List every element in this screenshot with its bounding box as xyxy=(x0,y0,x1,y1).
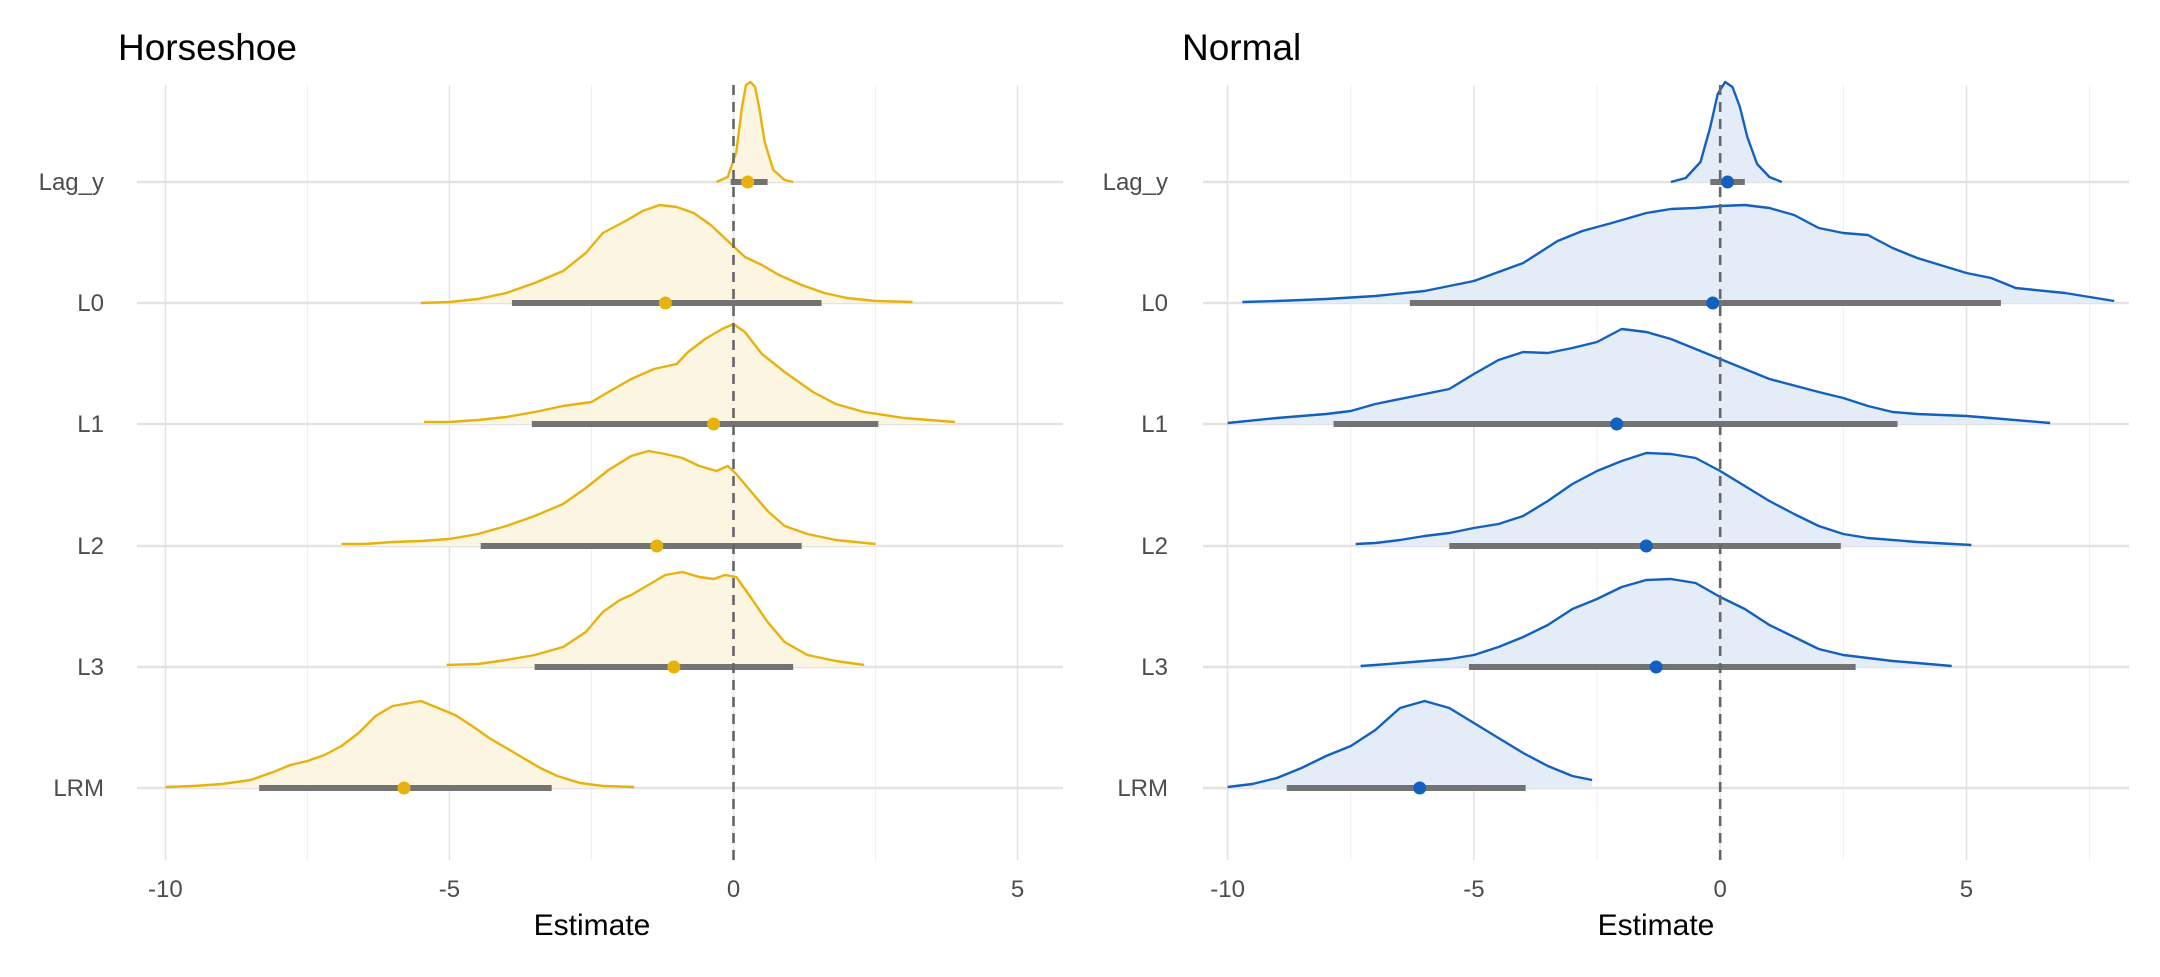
point-estimate xyxy=(1610,417,1624,431)
y-tick-label: LRM xyxy=(1117,775,1168,802)
y-tick-label: L3 xyxy=(77,654,104,681)
x-tick-label: -10 xyxy=(148,876,183,903)
point-estimate xyxy=(658,296,672,310)
density-fill xyxy=(1227,701,1593,788)
density-curve xyxy=(423,322,956,424)
y-tick-label: L0 xyxy=(1141,290,1168,317)
ridge-lrm xyxy=(165,699,635,795)
ridge-lag-y xyxy=(1670,80,1783,189)
density-curve xyxy=(341,449,876,546)
ridge-l2 xyxy=(341,449,876,553)
ridge-lag-y xyxy=(716,80,794,189)
x-tick-label: -10 xyxy=(1210,876,1245,903)
ridge-l0 xyxy=(420,203,913,310)
y-tick-label: L2 xyxy=(1141,533,1168,560)
density-fill xyxy=(165,701,635,788)
density-fill xyxy=(1360,579,1952,667)
density-fill xyxy=(446,572,865,667)
y-tick-label: Lag_y xyxy=(39,169,104,196)
panel-horseshoe: Lag_y L0 L1 L2 L3 LRM -10 -5 0 5 Estimate Horseshoe xyxy=(39,27,1063,942)
y-tick-label: L1 xyxy=(1141,411,1168,438)
x-tick-label: 5 xyxy=(1011,876,1024,903)
x-tick-label: 0 xyxy=(1714,876,1727,903)
x-axis-title: Estimate xyxy=(1598,909,1715,942)
point-estimate xyxy=(1649,660,1663,674)
density-fill xyxy=(716,82,794,182)
point-estimate xyxy=(667,660,681,674)
point-estimate xyxy=(707,417,721,431)
density-fill xyxy=(1355,453,1972,546)
density-curve xyxy=(1670,80,1783,184)
density-fill xyxy=(421,205,913,303)
ridge-l3 xyxy=(446,570,865,674)
ridge-l3 xyxy=(1360,577,1952,674)
y-tick-label: L0 xyxy=(77,290,104,317)
ridge-l0 xyxy=(1242,203,2115,310)
density-curve xyxy=(1360,577,1952,668)
x-axis-title: Estimate xyxy=(534,909,651,942)
point-estimate xyxy=(1721,175,1735,189)
density-curve xyxy=(1227,699,1593,789)
x-tick-label: 0 xyxy=(727,876,740,903)
ridge-l1 xyxy=(423,322,956,431)
panel-title-horseshoe: Horseshoe xyxy=(118,27,297,68)
y-tick-label: Lag_y xyxy=(1103,169,1168,196)
density-curve xyxy=(716,80,794,184)
ridge-l2 xyxy=(1355,451,1972,553)
x-tick-label: -5 xyxy=(439,876,460,903)
y-tick-label: L2 xyxy=(77,533,104,560)
point-estimate xyxy=(1413,781,1427,795)
point-estimate xyxy=(1706,296,1720,310)
point-estimate xyxy=(397,781,411,795)
density-curve xyxy=(165,699,635,789)
x-tick-label: -5 xyxy=(1463,876,1484,903)
density-curve xyxy=(1355,451,1972,547)
ridge-l1 xyxy=(1227,327,2051,431)
density-fill xyxy=(341,451,876,546)
density-curve xyxy=(1227,327,2051,425)
y-tick-label: LRM xyxy=(53,775,104,802)
panel-title-normal: Normal xyxy=(1182,27,1301,68)
point-estimate xyxy=(650,539,664,553)
density-fill xyxy=(1227,329,2051,424)
density-curve xyxy=(420,203,913,305)
point-estimate xyxy=(741,175,755,189)
density-curve xyxy=(446,570,865,667)
density-fill xyxy=(1242,205,2115,303)
ridge-lrm xyxy=(1227,699,1593,795)
panel-normal: Lag_y L0 L1 L2 L3 LRM -10 -5 0 5 Estimate Normal xyxy=(1103,27,2129,942)
y-tick-label: L1 xyxy=(77,411,104,438)
y-tick-label: L3 xyxy=(1141,654,1168,681)
density-fill xyxy=(1670,82,1782,182)
x-tick-label: 5 xyxy=(1960,876,1973,903)
density-fill xyxy=(423,324,956,424)
point-estimate xyxy=(1639,539,1653,553)
